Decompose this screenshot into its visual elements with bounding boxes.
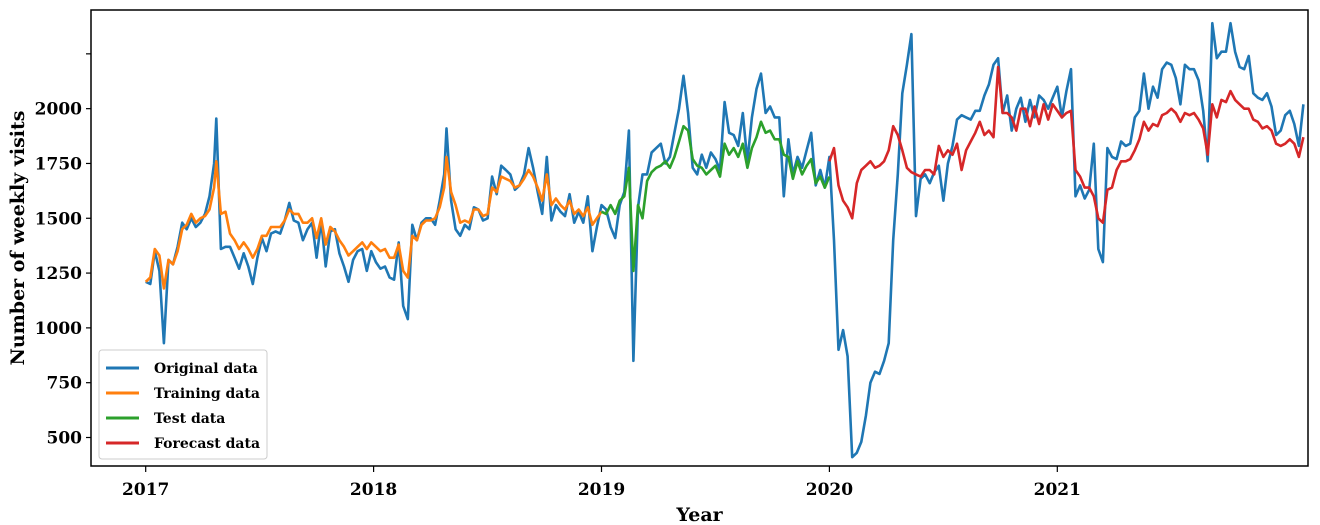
plot-area-frame [90, 9, 1309, 467]
series-line-test-data [600, 120, 831, 273]
y-tick-label: 1250 [35, 264, 82, 284]
y-tick-label: 1000 [35, 319, 82, 339]
x-tick-label: 2018 [350, 480, 397, 500]
y-tick-label: 2000 [35, 100, 82, 120]
y-tick-label: 500 [47, 429, 83, 449]
y-tick-label: 1750 [35, 154, 82, 174]
y-axis-label: Number of weekly visits [7, 111, 29, 366]
series-line-forecast-data [828, 65, 1305, 224]
legend-label: Original data [154, 361, 258, 377]
series-lines [144, 21, 1305, 459]
legend-label: Forecast data [154, 436, 260, 452]
y-tick-label: 750 [47, 374, 83, 394]
x-axis: 2017 2018 2019 2020 2021 [122, 466, 1081, 500]
series-line-training-data [144, 155, 603, 290]
legend-label: Test data [154, 411, 225, 427]
y-axis: 500 750 1000 1250 1500 1750 2000 [35, 53, 91, 449]
x-tick-label: 2021 [1034, 480, 1081, 500]
legend-box [98, 349, 268, 460]
legend-label: Training data [154, 386, 260, 402]
y-tick-label: 1500 [35, 209, 82, 229]
series-line-original-data [145, 21, 1305, 459]
x-tick-label: 2017 [122, 480, 169, 500]
x-tick-label: 2020 [806, 480, 853, 500]
x-tick-label: 2019 [578, 480, 625, 500]
legend: Original data Training data Test data Forec… [98, 349, 268, 460]
x-axis-label: Year [675, 504, 723, 525]
